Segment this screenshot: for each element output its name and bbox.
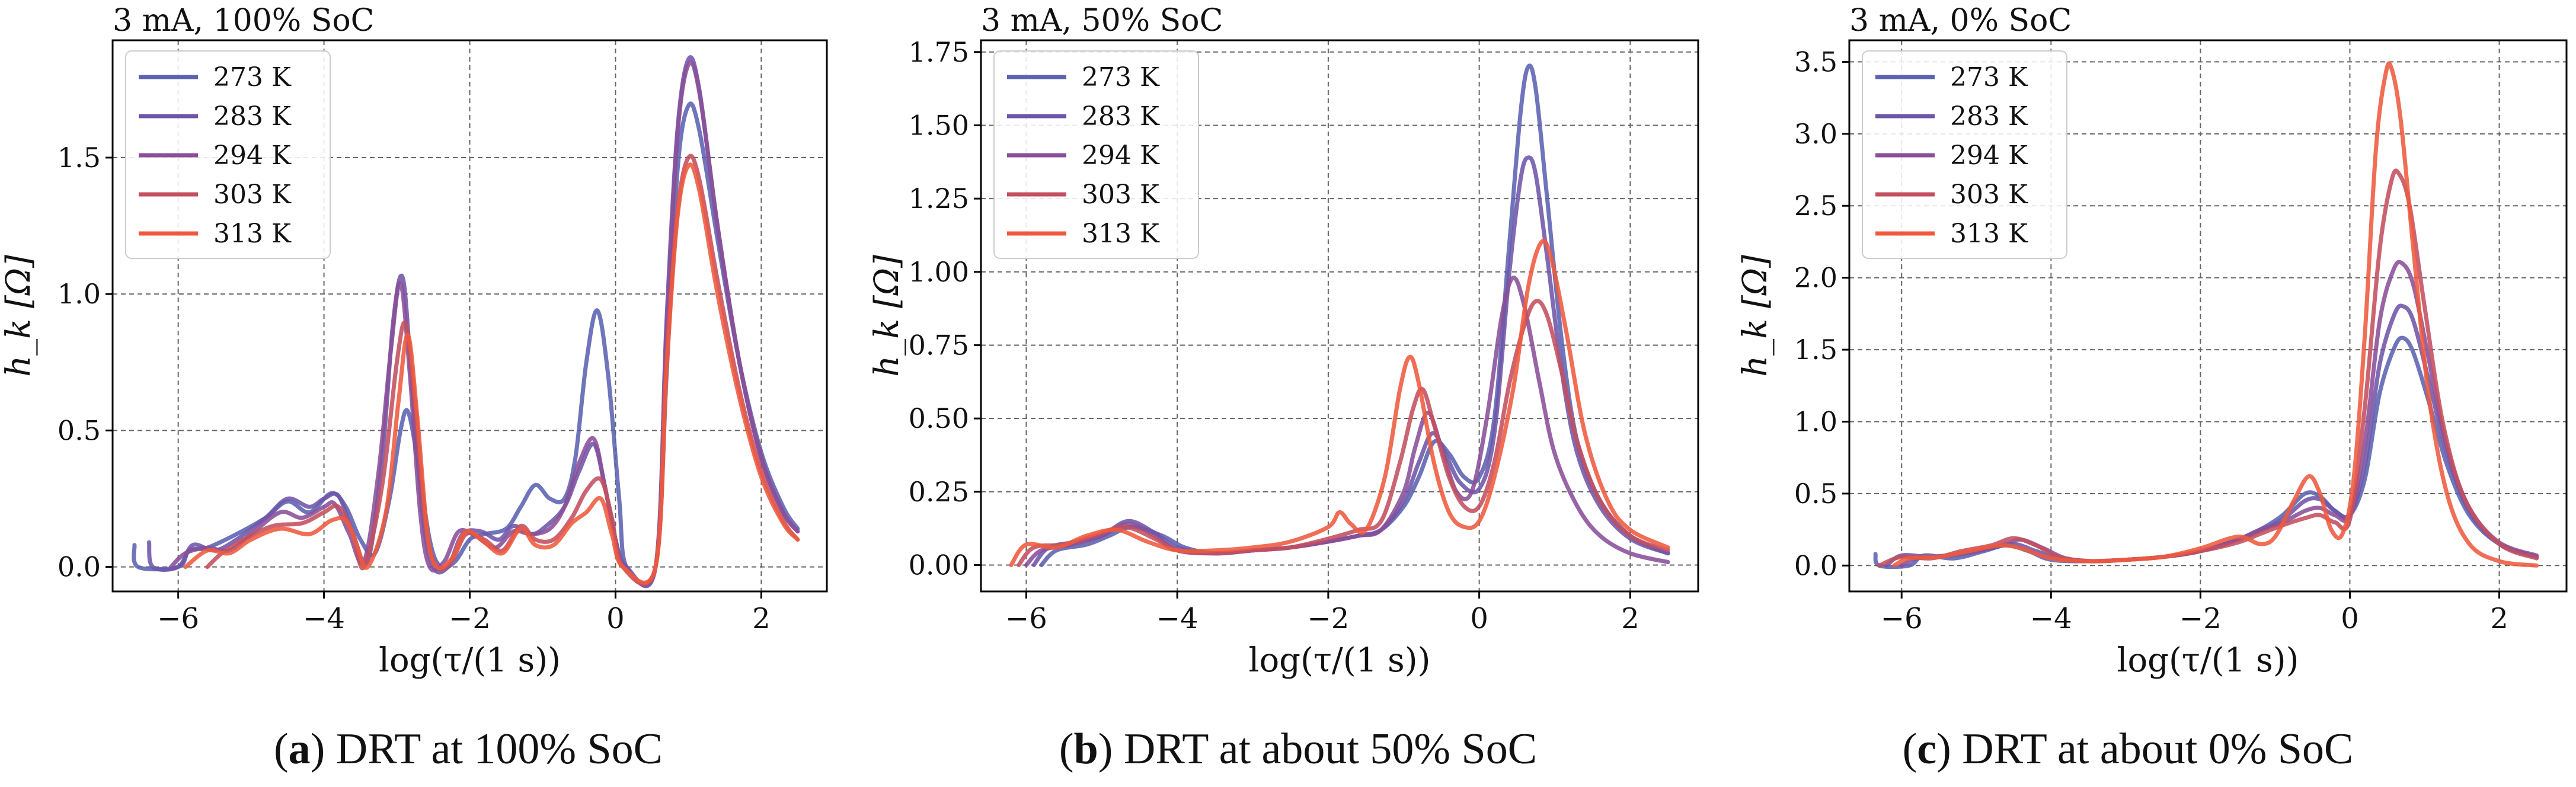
y-axis-label: h_k [Ω] <box>1736 255 1775 377</box>
chart-panel-3: −6 −4 −2 0 2 0.0 0.5 1.0 1.5 2.0 2.5 3.0 3.5 3 mA, 0%… <box>1736 3 2568 680</box>
chart-panel-2: −6 −4 −2 0 2 0.00 0.25 0.50 0.75 1.00 1.25 1.50 1.75… <box>868 3 1699 680</box>
legend-label: 303 K <box>1950 180 2028 210</box>
legend-label: 273 K <box>1082 62 1160 92</box>
series-line-313k <box>1009 238 1670 567</box>
y-tick-label: 0.5 <box>1794 478 1837 510</box>
x-tick-label: 0 <box>2341 602 2359 635</box>
legend-label: 273 K <box>1950 62 2028 92</box>
legend-label: 283 K <box>213 101 292 132</box>
series-line-294k <box>1024 276 1670 567</box>
legend-label: 283 K <box>1950 101 2028 132</box>
caption-a: (a) DRT at 100% SoC <box>273 725 663 773</box>
legend-label: 283 K <box>1082 101 1160 132</box>
legend-box <box>1862 50 2067 259</box>
y-tick-label: 1.25 <box>909 183 969 215</box>
y-tick-label: 0.00 <box>909 549 969 581</box>
y-tick-label: 1.75 <box>909 36 969 68</box>
caption-c-label: c <box>1917 725 1937 773</box>
series-line-303k <box>1017 299 1670 567</box>
series-line-303k <box>1877 168 2539 568</box>
y-tick-label: 1.5 <box>57 142 101 174</box>
legend-label: 313 K <box>1950 219 2028 249</box>
y-tick-label: 0.75 <box>909 329 969 361</box>
y-tick-label: 0.50 <box>909 402 969 434</box>
x-tick-label: −2 <box>449 602 491 635</box>
x-tick-label: −2 <box>2179 602 2222 635</box>
series-line-313k <box>183 162 800 585</box>
legend-box <box>993 50 1199 259</box>
chart-panel-1: −6 −4 −2 0 2 0.0 0.5 1.0 1.5 3 mA, 100% SoC log(τ/… <box>0 3 828 680</box>
y-tick-label: 0.0 <box>1794 549 1837 581</box>
caption-b-label: b <box>1073 725 1098 773</box>
x-axis-label: log(τ/(1 s)) <box>379 641 561 680</box>
legend-label: 313 K <box>213 219 292 249</box>
series-line-313k <box>1892 61 2539 568</box>
caption-c-text: DRT at about 0% SoC <box>1962 725 2354 773</box>
chart-title: 3 mA, 0% SoC <box>1849 3 2072 39</box>
x-tick-label: −4 <box>2030 602 2072 635</box>
series-lines <box>132 55 800 588</box>
x-axis-label: log(τ/(1 s)) <box>1249 641 1431 680</box>
y-tick-label: 1.5 <box>1794 334 1837 366</box>
legend-label: 313 K <box>1082 219 1160 249</box>
legend: 273 K 283 K 294 K 303 K 313 K <box>125 50 331 259</box>
legend-label: 294 K <box>213 140 292 171</box>
y-tick-label: 1.0 <box>57 278 101 310</box>
caption-a-text: DRT at 100% SoC <box>335 725 663 773</box>
x-tick-label: 2 <box>1621 602 1639 635</box>
legend-label: 294 K <box>1082 140 1160 171</box>
caption-b: (b) DRT at about 50% SoC <box>1059 725 1538 773</box>
caption-c: (c) DRT at about 0% SoC <box>1902 725 2354 773</box>
x-tick-label: −4 <box>303 602 345 635</box>
y-tick-label: 1.0 <box>1794 405 1837 437</box>
series-line-283k <box>147 55 800 588</box>
legend: 273 K 283 K 294 K 303 K 313 K <box>993 50 1199 259</box>
legend-label: 303 K <box>213 180 292 210</box>
legend-label: 303 K <box>1082 180 1160 210</box>
x-axis-label: log(τ/(1 s)) <box>2117 641 2299 680</box>
chart-title: 3 mA, 50% SoC <box>981 3 1223 39</box>
x-tick-label: −2 <box>1308 602 1350 635</box>
x-tick-label: −6 <box>1881 602 1923 635</box>
x-tick-label: −6 <box>157 602 199 635</box>
y-tick-label: 3.5 <box>1794 46 1837 78</box>
series-line-273k <box>132 101 800 586</box>
y-axis-label: h_k [Ω] <box>868 255 906 377</box>
series-lines <box>1873 61 2539 570</box>
legend: 273 K 283 K 294 K 303 K 313 K <box>1862 50 2067 259</box>
y-tick-label: 1.50 <box>909 109 969 141</box>
y-tick-label: 0.0 <box>57 551 101 583</box>
caption-a-label: a <box>288 725 311 773</box>
chart-title: 3 mA, 100% SoC <box>113 3 374 39</box>
x-tick-label: 2 <box>752 602 771 635</box>
x-tick-label: 2 <box>2490 602 2508 635</box>
legend-label: 294 K <box>1950 140 2028 171</box>
legend-box <box>125 50 331 259</box>
caption-b-text: DRT at about 50% SoC <box>1123 725 1538 773</box>
y-tick-label: 0.25 <box>909 476 969 508</box>
plot-frame <box>980 39 1699 593</box>
series-line-273k <box>1039 63 1670 567</box>
y-axis-label: h_k [Ω] <box>0 255 38 377</box>
plot-frame <box>1848 39 2568 593</box>
series-lines <box>1009 63 1670 567</box>
y-tick-label: 0.5 <box>57 414 101 446</box>
y-tick-label: 2.5 <box>1794 190 1837 222</box>
x-tick-label: 0 <box>1470 602 1488 635</box>
y-tick-label: 1.00 <box>909 256 969 288</box>
y-tick-label: 3.0 <box>1794 118 1837 150</box>
legend-label: 273 K <box>213 62 292 92</box>
x-tick-label: 0 <box>606 602 625 635</box>
x-tick-label: −4 <box>1156 602 1198 635</box>
x-tick-label: −6 <box>1005 602 1047 635</box>
y-tick-label: 2.0 <box>1794 262 1837 294</box>
